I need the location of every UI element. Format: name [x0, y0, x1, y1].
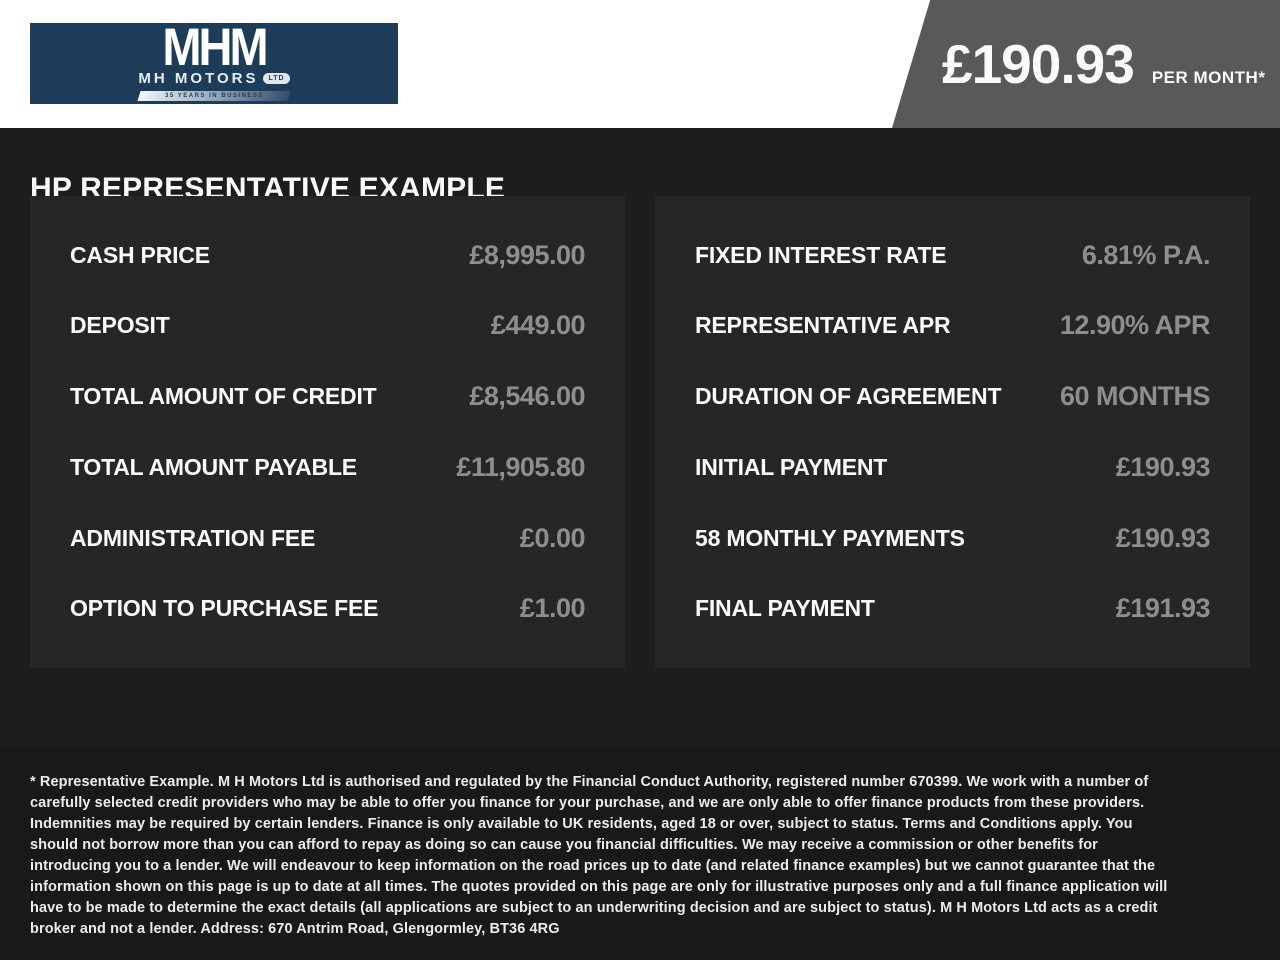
- main-content: HP REPRESENTATIVE EXAMPLE CASH PRICE £8,…: [0, 128, 1280, 748]
- ltd-badge: LTD: [263, 72, 290, 84]
- logo-monogram: MHM: [162, 16, 268, 76]
- finance-row-label: INITIAL PAYMENT: [695, 453, 888, 480]
- finance-row-label: DURATION OF AGREEMENT: [695, 383, 1002, 410]
- finance-row-label: REPRESENTATIVE APR: [695, 312, 951, 339]
- finance-row-label: OPTION TO PURCHASE FEE: [70, 595, 379, 622]
- finance-left-panel: CASH PRICE £8,995.00 DEPOSIT £449.00 TOT…: [30, 196, 625, 668]
- finance-row-cash-price: CASH PRICE £8,995.00: [70, 222, 585, 288]
- monthly-price-flag: £190.93 PER MONTH*: [891, 0, 1280, 128]
- finance-row-value: 6.81% P.A.: [1081, 239, 1211, 270]
- logo-tagline-strip: 35 YEARS IN BUSINESS: [137, 90, 291, 101]
- finance-row-value: £190.93: [1115, 451, 1211, 482]
- finance-panels: CASH PRICE £8,995.00 DEPOSIT £449.00 TOT…: [30, 196, 1250, 668]
- finance-row-duration: DURATION OF AGREEMENT 60 MONTHS: [695, 364, 1211, 430]
- page-title: HP REPRESENTATIVE EXAMPLE: [30, 172, 506, 205]
- logo-tagline: 35 YEARS IN BUSINESS: [164, 92, 264, 99]
- finance-row-value: £11,905.80: [456, 451, 585, 482]
- finance-row-value: £449.00: [490, 310, 586, 341]
- finance-row-value: 60 MONTHS: [1059, 381, 1211, 412]
- disclaimer-text: * Representative Example. M H Motors Ltd…: [30, 774, 1168, 937]
- finance-row-option-fee: OPTION TO PURCHASE FEE £1.00: [70, 576, 586, 642]
- finance-row-value: £0.00: [519, 522, 586, 553]
- finance-row-label: TOTAL AMOUNT OF CREDIT: [70, 383, 377, 410]
- finance-row-initial-payment: INITIAL PAYMENT £190.93: [695, 434, 1211, 500]
- disclaimer-section: * Representative Example. M H Motors Ltd…: [0, 748, 1280, 960]
- finance-row-value: 12.90% APR: [1059, 310, 1211, 341]
- finance-row-final-payment: FINAL PAYMENT £191.93: [695, 576, 1211, 642]
- monthly-price-period: PER MONTH*: [1151, 68, 1266, 87]
- finance-row-monthly-payments: 58 MONTHLY PAYMENTS £190.93: [695, 505, 1211, 571]
- finance-row-label: DEPOSIT: [70, 312, 170, 339]
- finance-row-value: £191.93: [1115, 593, 1211, 624]
- finance-row-label: 58 MONTHLY PAYMENTS: [695, 524, 965, 551]
- finance-row-fixed-rate: FIXED INTEREST RATE 6.81% P.A.: [695, 222, 1211, 288]
- finance-right-panel: FIXED INTEREST RATE 6.81% P.A. REPRESENT…: [655, 196, 1250, 668]
- finance-row-label: FIXED INTEREST RATE: [695, 241, 947, 268]
- finance-row-apr: REPRESENTATIVE APR 12.90% APR: [695, 293, 1211, 359]
- finance-row-total-credit: TOTAL AMOUNT OF CREDIT £8,546.00: [70, 364, 585, 430]
- finance-row-label: ADMINISTRATION FEE: [70, 524, 316, 551]
- monthly-price-amount: £190.93: [942, 33, 1135, 95]
- finance-row-label: FINAL PAYMENT: [695, 595, 875, 622]
- finance-row-total-payable: TOTAL AMOUNT PAYABLE £11,905.80: [70, 434, 585, 500]
- finance-row-admin-fee: ADMINISTRATION FEE £0.00: [70, 505, 586, 571]
- finance-row-value: £8,546.00: [469, 381, 585, 412]
- finance-row-value: £190.93: [1115, 522, 1211, 553]
- finance-row-value: £1.00: [519, 593, 586, 624]
- logo-name: MH MOTORS: [138, 69, 259, 87]
- finance-row-deposit: DEPOSIT £449.00: [70, 293, 586, 359]
- finance-row-value: £8,995.00: [469, 239, 585, 270]
- mh-motors-logo: MHM MH MOTORS LTD 35 YEARS IN BUSINESS: [30, 16, 398, 104]
- logo-name-row: MH MOTORS LTD: [138, 69, 290, 87]
- header: MHM MH MOTORS LTD 35 YEARS IN BUSINESS £…: [0, 0, 1280, 128]
- finance-row-label: TOTAL AMOUNT PAYABLE: [70, 453, 357, 480]
- finance-row-label: CASH PRICE: [70, 241, 210, 268]
